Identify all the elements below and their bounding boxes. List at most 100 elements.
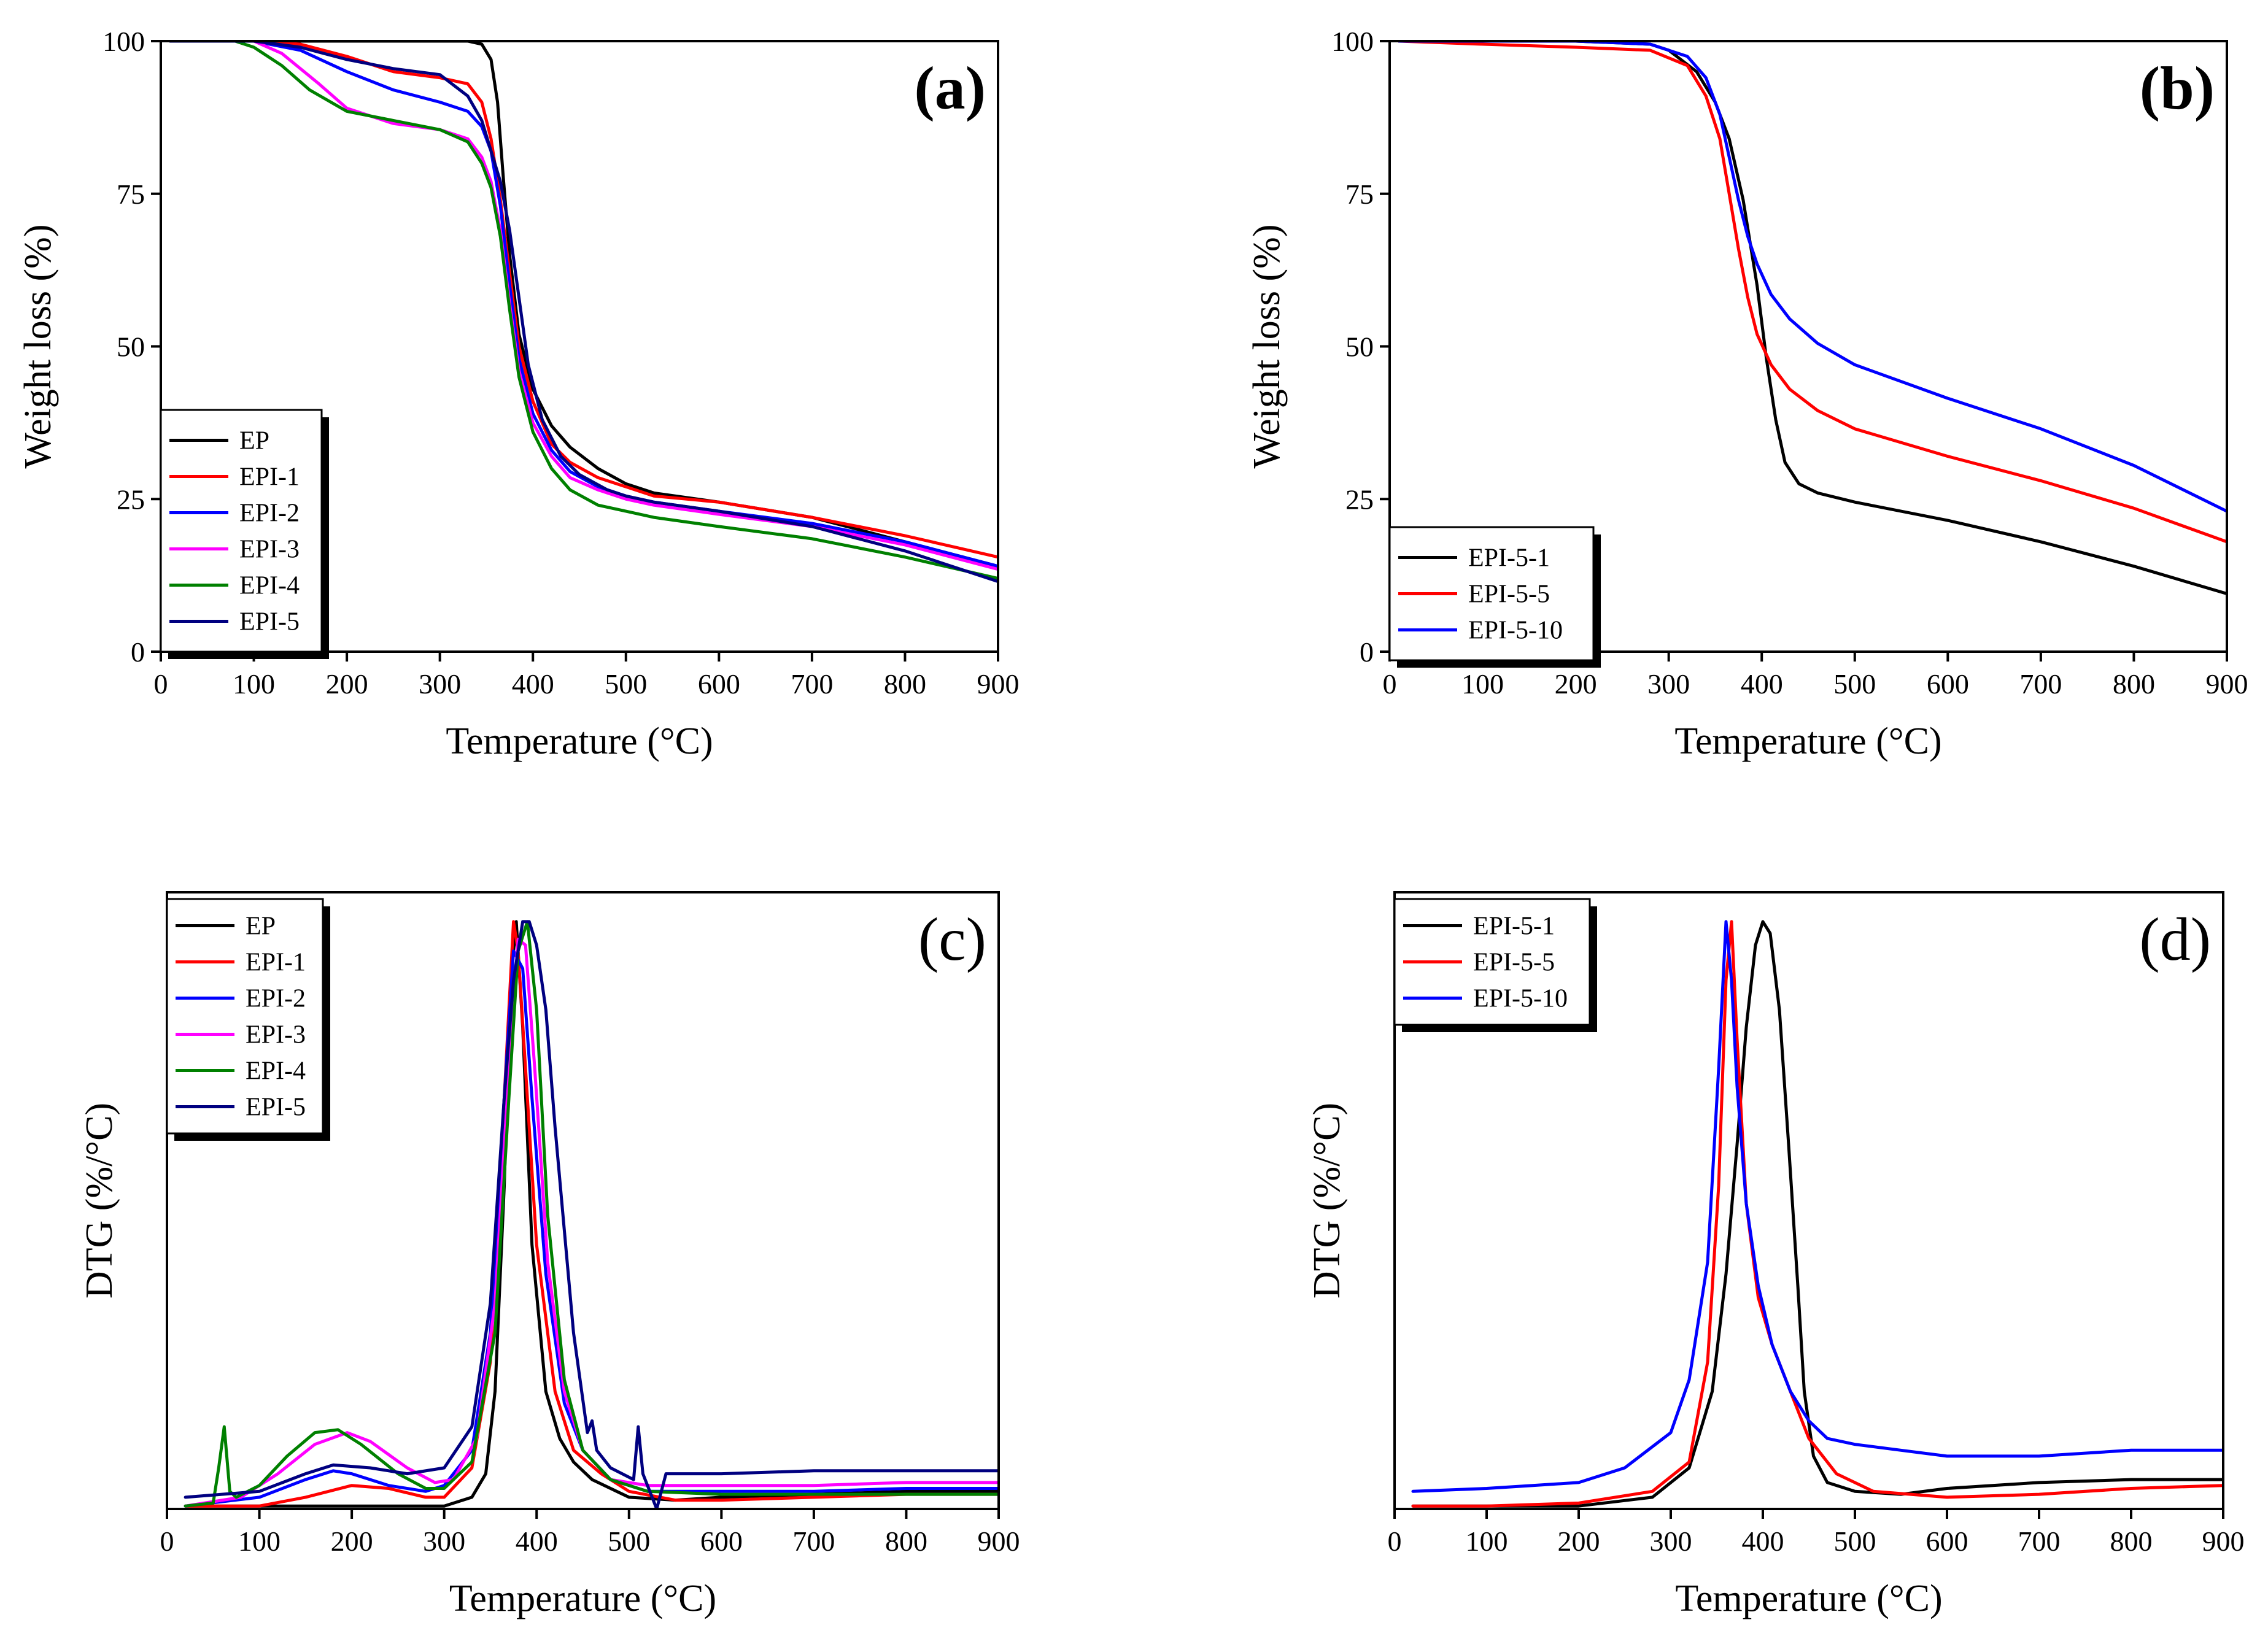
x-tick-label: 200 bbox=[326, 668, 368, 700]
x-tick-label: 500 bbox=[1833, 668, 1876, 700]
x-tick-label: 700 bbox=[2019, 668, 2062, 700]
panel-label: (b) bbox=[2140, 54, 2215, 122]
x-tick-label: 400 bbox=[1741, 668, 1783, 700]
legend-label: EPI-5-5 bbox=[1468, 581, 1550, 609]
legend-label: EPI-1 bbox=[246, 949, 306, 977]
x-tick-label: 500 bbox=[605, 668, 647, 700]
series-group bbox=[168, 41, 998, 584]
x-tick-label: 100 bbox=[1461, 668, 1504, 700]
legend: EPI-5-1 EPI-5-5 EPI-5-10 bbox=[1393, 898, 1597, 1032]
series-line-epi-5 bbox=[168, 41, 998, 584]
x-axis-title: Temperature (°C) bbox=[449, 1578, 716, 1619]
legend-label: EPI-5-10 bbox=[1473, 985, 1568, 1013]
x-tick-label: 100 bbox=[233, 668, 275, 700]
legend: EP EPI-1 EPI-2 EPI-3 EPI-4 EPI-5 bbox=[166, 898, 330, 1141]
x-tick-label: 800 bbox=[2113, 668, 2155, 700]
x-axis-title: Temperature (°C) bbox=[1674, 720, 1941, 762]
x-tick-label: 200 bbox=[1555, 668, 1597, 700]
series-line-epi-5-10 bbox=[1397, 41, 2227, 513]
y-tick-label: 75 bbox=[1345, 179, 1374, 210]
x-tick-label: 500 bbox=[608, 1526, 650, 1557]
x-tick-label: 400 bbox=[512, 668, 554, 700]
x-tick-label: 900 bbox=[2202, 1526, 2245, 1557]
legend-box bbox=[166, 898, 324, 1135]
x-tick-label: 400 bbox=[1742, 1526, 1784, 1557]
chart-panel-c: 0 100 200 300 400 500 600 700 800 900 Temperature … bbox=[79, 891, 1020, 1619]
y-axis-title: DTG (%/°C) bbox=[79, 1103, 120, 1298]
legend-label: EPI-1 bbox=[239, 463, 300, 492]
plot-frame bbox=[166, 891, 1000, 1510]
legend-label: EPI-4 bbox=[246, 1057, 306, 1086]
x-tick-label: 0 bbox=[1388, 1526, 1402, 1557]
legend: EPI-5-1 EPI-5-5 EPI-5-10 bbox=[1388, 526, 1601, 668]
x-tick-label: 900 bbox=[978, 1526, 1020, 1557]
x-tick-label: 0 bbox=[160, 1526, 174, 1557]
x-tick-label: 0 bbox=[154, 668, 168, 700]
legend-label: EP bbox=[246, 913, 276, 941]
legend-label: EP bbox=[239, 427, 269, 455]
x-tick-label: 200 bbox=[1558, 1526, 1600, 1557]
y-tick-label: 50 bbox=[117, 331, 145, 363]
legend-label: EPI-5-1 bbox=[1468, 544, 1550, 573]
legend-label: EPI-2 bbox=[246, 985, 306, 1013]
x-tick-label: 300 bbox=[1647, 668, 1690, 700]
y-tick-label: 100 bbox=[1331, 26, 1374, 57]
x-tick-label: 600 bbox=[700, 1526, 743, 1557]
legend-label: EPI-2 bbox=[239, 500, 300, 528]
chart-panel-a: 0 100 200 300 400 500 600 700 800 900 0 25 50 75 100 Te… bbox=[17, 26, 1020, 762]
legend-label: EPI-5 bbox=[239, 608, 300, 636]
x-tick-label: 600 bbox=[698, 668, 740, 700]
x-tick-label: 900 bbox=[2206, 668, 2248, 700]
legend-label: EPI-5 bbox=[246, 1094, 306, 1122]
legend-label: EPI-3 bbox=[239, 536, 300, 564]
series-line-epi-5-1 bbox=[1397, 41, 2227, 595]
y-tick-label: 25 bbox=[117, 484, 145, 515]
series-line-epi-5-10 bbox=[1411, 920, 2223, 1493]
x-tick-label: 600 bbox=[1926, 1526, 1968, 1557]
y-tick-label: 100 bbox=[103, 26, 145, 57]
panel-label: (d) bbox=[2139, 905, 2211, 973]
x-tick-label: 700 bbox=[792, 1526, 835, 1557]
series-line-epi-5 bbox=[184, 920, 999, 1509]
legend-label: EPI-5-5 bbox=[1473, 949, 1555, 977]
panel-label: (c) bbox=[918, 905, 986, 973]
x-tick-label: 900 bbox=[977, 668, 1020, 700]
x-tick-label: 300 bbox=[1650, 1526, 1692, 1557]
series-line-epi-4 bbox=[184, 920, 999, 1508]
x-tick-label: 100 bbox=[1466, 1526, 1508, 1557]
x-tick-label: 800 bbox=[884, 668, 926, 700]
series-group bbox=[184, 920, 999, 1509]
y-tick-label: 25 bbox=[1345, 484, 1374, 515]
y-axis-title: Weight loss (%) bbox=[1246, 225, 1288, 469]
legend-box bbox=[160, 409, 323, 653]
x-tick-label: 600 bbox=[1927, 668, 1969, 700]
chart-panel-d: 0 100 200 300 400 500 600 700 800 900 Temperature … bbox=[1306, 891, 2245, 1619]
x-tick-label: 400 bbox=[516, 1526, 558, 1557]
x-axis-title: Temperature (°C) bbox=[1675, 1578, 1942, 1619]
x-tick-label: 300 bbox=[423, 1526, 465, 1557]
legend-label: EPI-4 bbox=[239, 572, 300, 600]
x-tick-label: 0 bbox=[1383, 668, 1397, 700]
x-tick-label: 700 bbox=[791, 668, 833, 700]
y-axis-title: Weight loss (%) bbox=[17, 225, 59, 469]
x-axis-title: Temperature (°C) bbox=[446, 720, 713, 762]
panel-label: (a) bbox=[914, 54, 986, 122]
legend-label: EPI-3 bbox=[246, 1021, 306, 1049]
legend-label: EPI-5-1 bbox=[1473, 913, 1555, 941]
plot-frame bbox=[1393, 891, 2224, 1510]
series-group bbox=[1411, 920, 2223, 1508]
y-axis-title: DTG (%/°C) bbox=[1306, 1103, 1348, 1298]
series-group bbox=[1397, 41, 2227, 595]
series-line-epi-5-5 bbox=[1397, 41, 2227, 544]
y-tick-label: 50 bbox=[1345, 331, 1374, 363]
legend: EP EPI-1 EPI-2 EPI-3 EPI-4 EPI-5 bbox=[160, 409, 329, 659]
x-tick-label: 800 bbox=[885, 1526, 927, 1557]
x-tick-label: 100 bbox=[238, 1526, 281, 1557]
x-tick-label: 300 bbox=[419, 668, 461, 700]
x-tick-label: 500 bbox=[1834, 1526, 1876, 1557]
chart-panel-b: 0 100 200 300 400 500 600 700 800 900 0 25 50 75 100 Te… bbox=[1246, 26, 2248, 762]
x-tick-label: 200 bbox=[331, 1526, 373, 1557]
y-tick-label: 0 bbox=[131, 636, 145, 668]
y-tick-label: 0 bbox=[1360, 636, 1374, 668]
